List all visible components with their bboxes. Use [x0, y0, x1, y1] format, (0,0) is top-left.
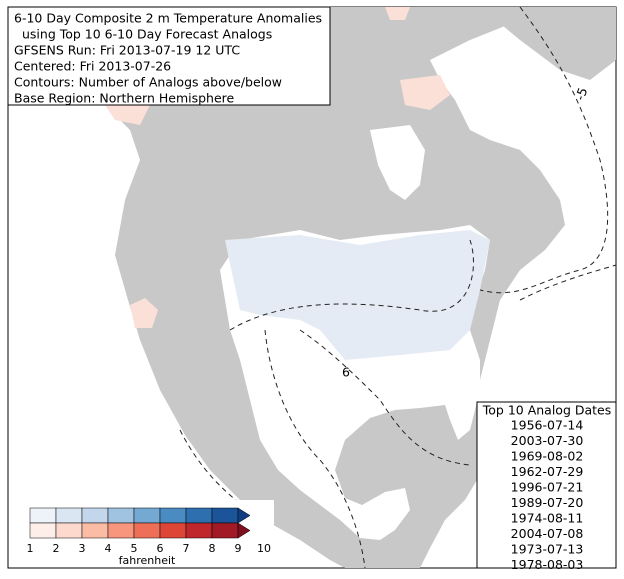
colorbar-tick-label: 3: [79, 542, 86, 555]
colorbar-tick-label: 1: [27, 542, 34, 555]
colorbar-cell: [211, 522, 239, 539]
colorbar-cell: [81, 522, 109, 539]
title-line: GFSENS Run: Fri 2013-07-19 12 UTC: [14, 43, 240, 58]
analog-date: 1996-07-21: [511, 480, 584, 495]
title-line: Centered: Fri 2013-07-26: [14, 59, 171, 74]
land: [8, 7, 616, 568]
analog-date: 2003-07-30: [511, 433, 584, 448]
analog-date: 1978-08-03: [511, 557, 584, 572]
title-line: Contours: Number of Analogs above/below: [14, 75, 282, 90]
colorbar-tick-label: 5: [131, 542, 138, 555]
title-line: Base Region: Northern Hemisphere: [14, 91, 235, 106]
colorbar-cell: [107, 522, 135, 539]
colorbar-label: fahrenheit: [119, 554, 176, 567]
hudson-bay: [370, 125, 425, 200]
colorbar-cell: [159, 522, 187, 539]
colorbar-cell: [29, 522, 57, 539]
colorbar-tick-label: 8: [209, 542, 216, 555]
colorbar-arrow: [237, 507, 251, 524]
warm-anomaly: [400, 75, 450, 110]
colorbar-tick-label: 2: [53, 542, 60, 555]
colorbar-tick-label: 6: [157, 542, 164, 555]
analog-header: Top 10 Analog Dates: [482, 403, 612, 418]
cold-anomaly: [225, 230, 490, 360]
analog-date: 1974-08-11: [511, 511, 584, 526]
analog-date: 1962-07-29: [511, 464, 584, 479]
colorbar-tick-label: 4: [105, 542, 112, 555]
warm-anomaly: [130, 298, 158, 328]
title-line: using Top 10 6-10 Day Forecast Analogs: [22, 27, 272, 42]
colorbar-tick-label: 9: [235, 542, 242, 555]
colorbar-cell: [55, 507, 83, 524]
colorbar-cell: [107, 507, 135, 524]
colorbar-cell: [159, 507, 187, 524]
colorbar-cell: [211, 507, 239, 524]
colorbar-tick-label: 7: [183, 542, 190, 555]
contour-label: -5: [572, 85, 590, 102]
title-lines: 6-10 Day Composite 2 m Temperature Anoma…: [14, 11, 322, 106]
colorbar-tick-label: 10: [257, 542, 271, 555]
colorbar-arrow: [237, 522, 251, 539]
analog-date: 1989-07-20: [511, 495, 584, 510]
colorbar-cell: [185, 507, 213, 524]
colorbar-cell: [133, 507, 161, 524]
colorbar-cell: [29, 507, 57, 524]
analog-date: 1973-07-13: [511, 542, 584, 557]
analog-box: [476, 401, 617, 569]
colorbar-cell: [133, 522, 161, 539]
warm-anomaly: [385, 7, 410, 20]
warm-anomaly: [105, 105, 150, 125]
analog-date: 1956-07-14: [511, 418, 584, 433]
analog-date: 1969-08-02: [511, 449, 584, 464]
analog-date: 2004-07-08: [511, 526, 584, 541]
colorbar-cell: [81, 507, 109, 524]
title-line: 6-10 Day Composite 2 m Temperature Anoma…: [14, 11, 322, 26]
colorbar-cell: [55, 522, 83, 539]
colorbar-cell: [185, 522, 213, 539]
contour-label: 6: [342, 365, 350, 380]
title-box: [7, 6, 331, 106]
colorbar: 1 2 3 4 5 6 7 8 9 10: [27, 507, 271, 555]
